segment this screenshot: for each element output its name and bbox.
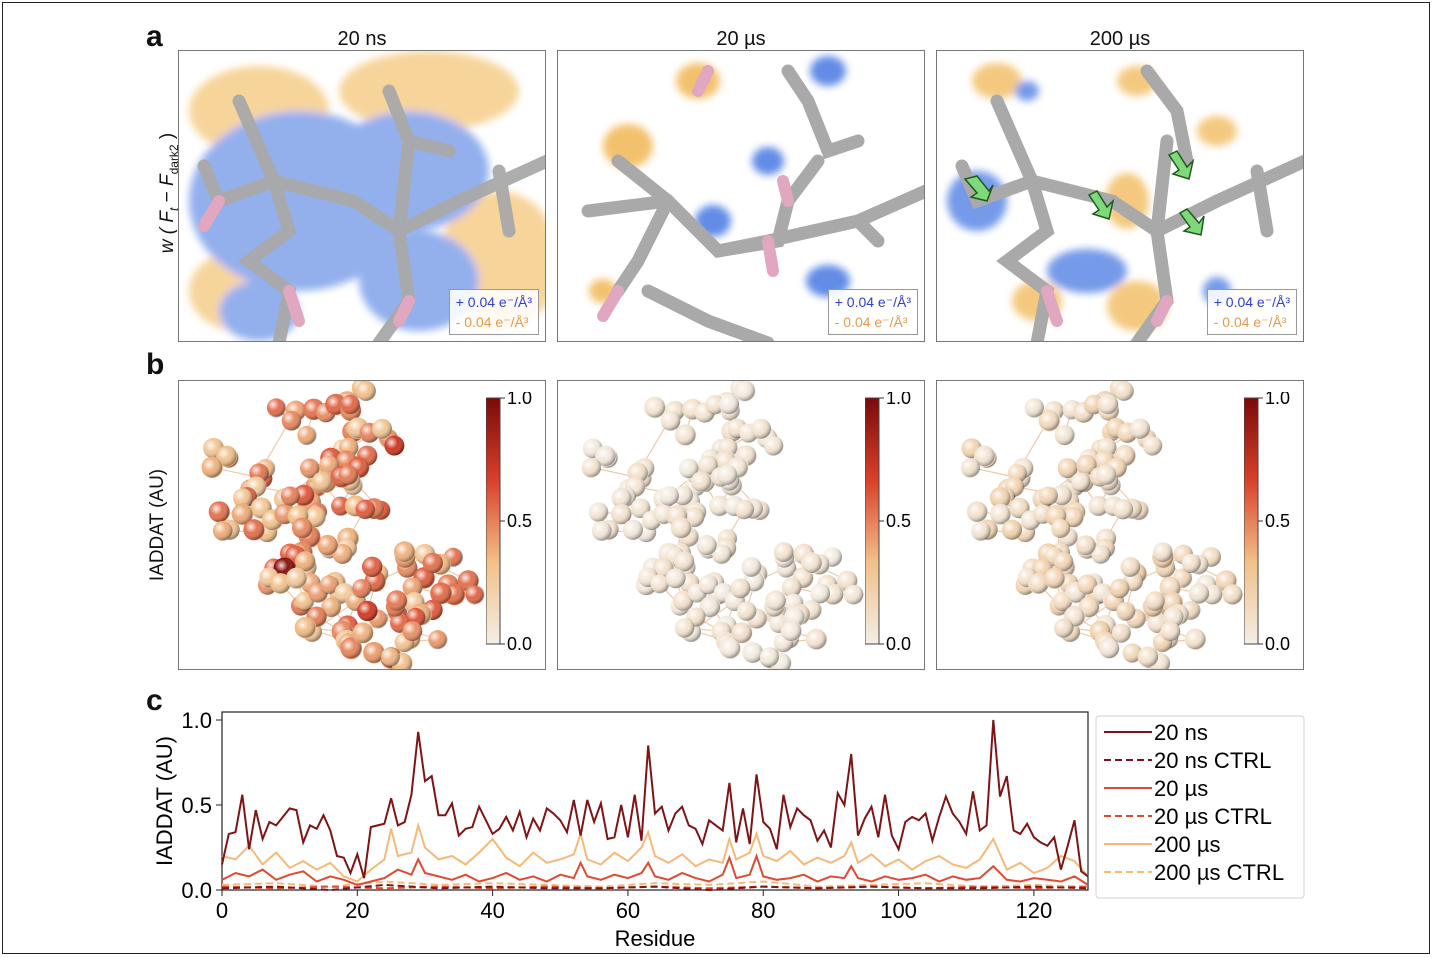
- legend-label: 20 µs: [1154, 776, 1208, 801]
- panel-label-a: a: [146, 20, 163, 53]
- density-map-panel-20us: + 0.04 e⁻/Å³ - 0.04 e⁻/Å³: [557, 50, 925, 342]
- column-title-3: 200 µs: [1089, 28, 1151, 50]
- sphere-panel-20ns: [178, 380, 546, 670]
- x-tick-label: 20: [345, 898, 369, 923]
- series-line-20-ns-CTRL: [221, 883, 1089, 892]
- panel-label-b: b: [146, 348, 165, 381]
- y-tick-label: 1.0: [181, 708, 212, 733]
- x-tick-label: 40: [480, 898, 504, 923]
- displacement-arrows: [963, 150, 1205, 236]
- legend-label: 20 ns: [1154, 720, 1208, 745]
- colorbar: 1.0 0.5 0.0: [486, 392, 532, 652]
- density-legend: + 0.04 e⁻/Å³ - 0.04 e⁻/Å³: [448, 289, 539, 335]
- colorbar-gradient: [865, 397, 880, 645]
- density-map-20ns: [189, 51, 545, 341]
- colorbar-tick-label: 0.0: [886, 634, 911, 652]
- colorbar-tick-label: 0.5: [886, 511, 911, 531]
- colorbar-tick-label: 1.0: [886, 392, 911, 408]
- panel-label-c: c: [146, 684, 163, 717]
- column-title-2: 20 µs: [716, 28, 766, 50]
- x-tick-label: 60: [616, 898, 640, 923]
- arrow-icon: [1087, 190, 1115, 220]
- x-tick-label: 0: [216, 898, 228, 923]
- colorbar-gradient: [1244, 397, 1259, 645]
- series-line-20-us: [221, 852, 1089, 886]
- colorbar-gradient: [486, 397, 501, 645]
- colorbar-tick-label: 1.0: [1265, 392, 1290, 408]
- density-map-panel-20ns: + 0.04 e⁻/Å³ - 0.04 e⁻/Å³: [178, 50, 546, 342]
- column-title-1: 20 ns: [337, 28, 387, 50]
- series-line-20-ns: [221, 719, 1089, 879]
- colorbar-tick-label: 0.5: [1265, 511, 1290, 531]
- x-tick-label: 120: [1016, 898, 1053, 923]
- arrow-icon: [1178, 208, 1205, 236]
- density-map-20us: [581, 56, 924, 341]
- sphere-structure-20us: [581, 381, 864, 669]
- density-map-panel-200us: + 0.04 e⁻/Å³ - 0.04 e⁻/Å³: [936, 50, 1304, 342]
- arrow-icon: [963, 175, 994, 202]
- series-line-200-us: [221, 821, 1089, 883]
- colorbar-tick-label: 0.0: [1265, 634, 1290, 652]
- sphere-structure-20ns: [201, 381, 485, 669]
- x-axis-label: Residue: [615, 926, 696, 951]
- y-tick-label: 0.0: [181, 878, 212, 903]
- legend-label: 200 µs: [1154, 832, 1221, 857]
- colorbar-tick-label: 0.5: [507, 511, 532, 531]
- plot-area: [221, 711, 1089, 891]
- sphere-panel-200us: [936, 380, 1304, 670]
- colorbar: 1.0 0.5 0.0: [865, 392, 911, 652]
- legend-label: 20 µs CTRL: [1154, 804, 1272, 829]
- row-b-ylabel: IADDAT (AU): [147, 468, 168, 582]
- sphere-panel-20us: [557, 380, 925, 670]
- colorbar-tick-label: 1.0: [507, 392, 532, 408]
- chart-legend: [1095, 715, 1305, 899]
- iaddat-line-chart: 0 20 40 60 80 100 120 0.0 0.5 1.0 Residue IADDAT (A…: [152, 708, 1305, 951]
- arrow-icon: [1167, 150, 1195, 180]
- density-legend: + 0.04 e⁻/Å³ - 0.04 e⁻/Å³: [827, 289, 918, 335]
- density-map-200us: [947, 63, 1303, 341]
- x-tick-label: 80: [751, 898, 775, 923]
- sphere-structure-200us: [960, 381, 1243, 669]
- density-legend: + 0.04 e⁻/Å³ - 0.04 e⁻/Å³: [1206, 289, 1297, 335]
- y-axis-label: IADDAT (AU): [152, 736, 177, 866]
- legend-label: 20 ns CTRL: [1154, 748, 1271, 773]
- colorbar-tick-label: 0.0: [507, 634, 532, 652]
- y-tick-label: 0.5: [181, 793, 212, 818]
- x-tick-label: 100: [880, 898, 917, 923]
- legend-label: 200 µs CTRL: [1154, 860, 1284, 885]
- colorbar: 1.0 0.5 0.0: [1244, 392, 1290, 652]
